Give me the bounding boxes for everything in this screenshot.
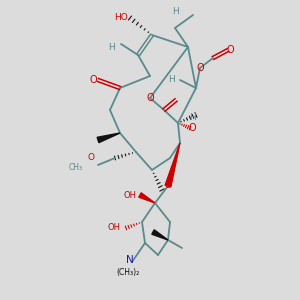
Text: (CH₃)₂: (CH₃)₂ — [116, 268, 140, 278]
Polygon shape — [165, 143, 180, 187]
Text: OH: OH — [123, 190, 136, 200]
Text: O: O — [226, 45, 234, 55]
Text: H: H — [189, 112, 195, 122]
Text: O: O — [196, 63, 204, 73]
Text: OH: OH — [107, 224, 120, 232]
Text: O: O — [88, 154, 95, 163]
Text: O: O — [164, 182, 172, 190]
Text: H: H — [108, 43, 115, 52]
Text: H: H — [172, 8, 179, 16]
Polygon shape — [139, 193, 155, 203]
Polygon shape — [152, 230, 168, 240]
Text: O: O — [89, 75, 97, 85]
Text: H: H — [168, 76, 175, 85]
Text: O: O — [146, 93, 154, 103]
Polygon shape — [97, 133, 120, 143]
Text: CH₃: CH₃ — [69, 164, 83, 172]
Text: N: N — [126, 255, 134, 265]
Text: HO: HO — [114, 14, 128, 22]
Text: O: O — [188, 123, 196, 133]
